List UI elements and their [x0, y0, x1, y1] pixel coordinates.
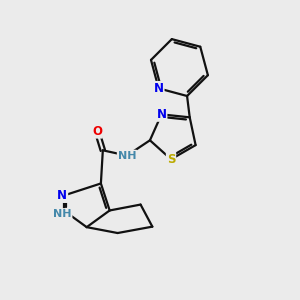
- Text: NH: NH: [118, 151, 136, 160]
- Text: N: N: [157, 108, 166, 121]
- Text: NH: NH: [53, 209, 71, 219]
- Text: N: N: [154, 82, 164, 95]
- Text: N: N: [57, 189, 67, 202]
- Text: S: S: [167, 153, 175, 166]
- Text: O: O: [92, 125, 102, 138]
